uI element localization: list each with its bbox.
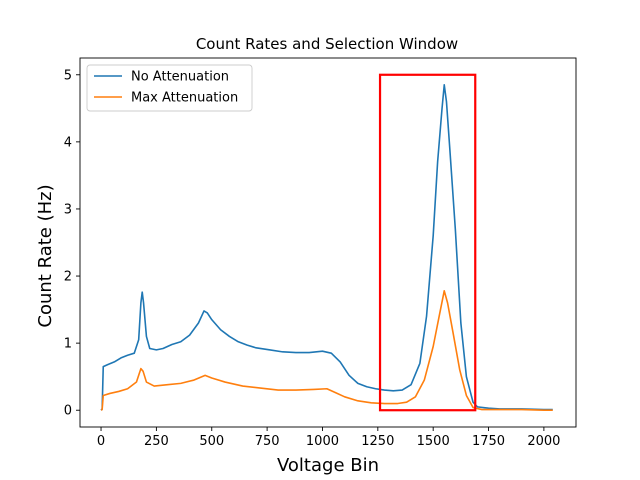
x-tick-label: 750 — [255, 434, 280, 449]
y-axis-label: Count Rate (Hz) — [35, 184, 56, 327]
y-tick-label: 5 — [64, 68, 72, 83]
y-tick-label: 0 — [64, 404, 72, 419]
series-line-no-attenuation — [100, 84, 553, 411]
y-tick-label: 2 — [64, 270, 72, 285]
x-axis-label: Voltage Bin — [277, 455, 379, 476]
series-line-max-attenuation — [100, 290, 553, 412]
chart-title: Count Rates and Selection Window — [196, 35, 458, 53]
y-tick-label: 1 — [64, 337, 72, 352]
selection-window — [378, 73, 477, 412]
plot-area — [100, 73, 553, 412]
y-tick-label: 3 — [64, 202, 72, 217]
legend-box — [86, 64, 253, 112]
axes-frame — [79, 57, 577, 428]
legend-label-max-attenuation: Max Attenuation — [131, 91, 238, 106]
axes: 0 250 500 750 1000 1250 1500 1750 2000 0 1 2 3 4 5 — [64, 57, 577, 449]
legend-label-no-attenuation: No Attenuation — [131, 70, 229, 85]
x-tick-label: 1250 — [361, 434, 394, 449]
x-tick-label: 0 — [97, 434, 105, 449]
y-tick-label: 4 — [64, 135, 72, 150]
x-tick-label: 1750 — [472, 434, 505, 449]
x-tick-label: 250 — [144, 434, 169, 449]
x-tick-label: 500 — [199, 434, 224, 449]
x-tick-label: 2000 — [527, 434, 560, 449]
x-tick-label: 1500 — [417, 434, 450, 449]
x-tick-label: 1000 — [306, 434, 339, 449]
legend: No Attenuation Max Attenuation — [86, 64, 253, 112]
